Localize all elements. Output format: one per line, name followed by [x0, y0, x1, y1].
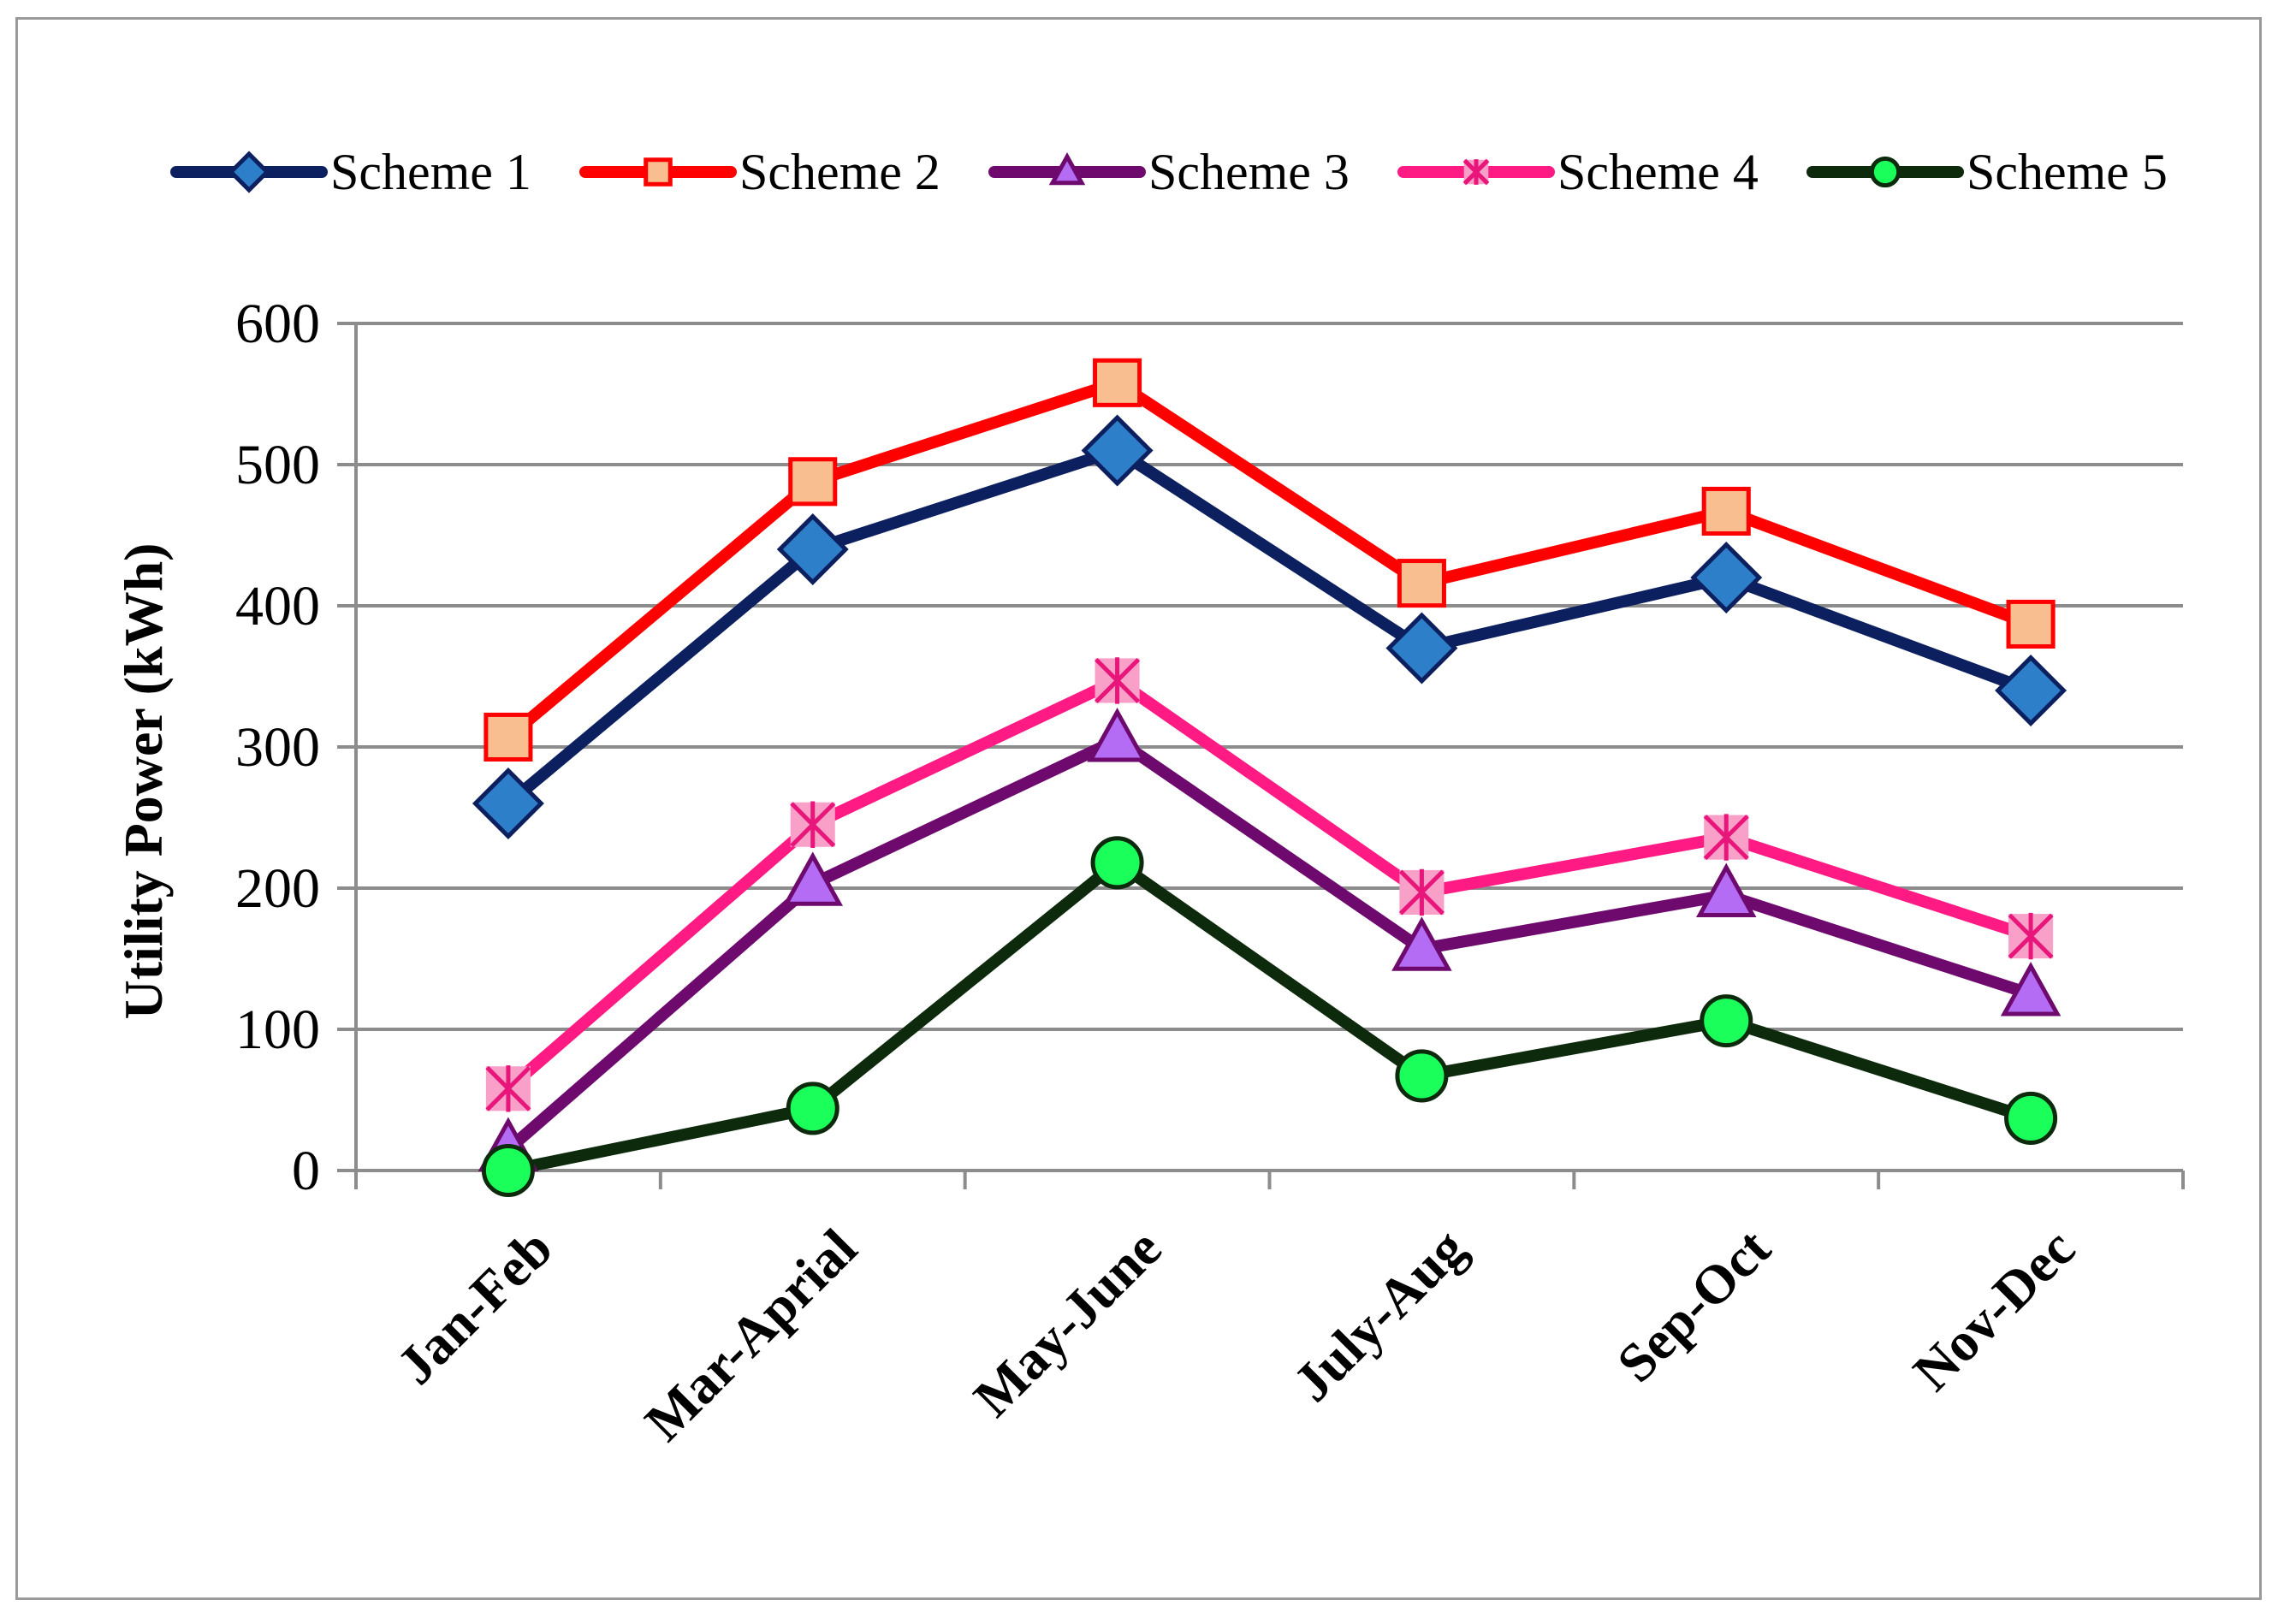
legend-label: Scheme 1 [330, 144, 531, 200]
data-point-scheme-5 [1700, 994, 1753, 1048]
marker-cross [2008, 912, 2054, 960]
legend-label: Scheme 5 [1967, 144, 2168, 200]
marker-cross [1703, 814, 1749, 861]
x-tick-label: Sep-Oct [1605, 1217, 1783, 1394]
data-point-scheme-3 [1087, 708, 1148, 762]
series-line-3 [501, 733, 2038, 1156]
data-point-scheme-2 [2006, 599, 2056, 649]
data-point-scheme-1 [776, 513, 849, 585]
data-point-scheme-5 [786, 1082, 839, 1135]
legend: Scheme 1 Scheme 2 Scheme 3 Scheme 4 Scheme 5 [170, 144, 2168, 200]
x-tick-label: July-Aug [1282, 1218, 1478, 1414]
legend-marker [1462, 158, 1490, 186]
legend-marker [228, 151, 270, 193]
legend-marker [1869, 156, 1901, 188]
legend-entry-2: Scheme 2 [579, 144, 940, 200]
y-tick-label: 100 [235, 999, 320, 1061]
x-tick-label: Nov-Dec [1901, 1218, 2086, 1402]
marker-cross [790, 801, 836, 848]
y-axis-title: Utility Power (kWh) [113, 543, 174, 1020]
y-tick-label: 0 [292, 1140, 320, 1202]
marker-cross [1462, 158, 1490, 186]
legend-entry-5: Scheme 5 [1806, 144, 2168, 200]
series-line-2 [501, 376, 2038, 744]
data-point-scheme-4 [2008, 912, 2054, 960]
marker-cross [1095, 657, 1141, 704]
line-chart: 0 100 200 300 400 500 600 Jan-Feb Mar-Aprial May… [113, 144, 2185, 1452]
chart-frame: 0 100 200 300 400 500 600 Jan-Feb Mar-Aprial May… [15, 17, 2262, 1600]
y-tick-label: 500 [235, 434, 320, 496]
data-point-scheme-4 [1095, 657, 1141, 704]
data-point-scheme-5 [481, 1143, 535, 1198]
y-tick-label: 400 [235, 575, 320, 637]
legend-label: Scheme 2 [739, 144, 940, 200]
legend-label: Scheme 3 [1148, 144, 1350, 200]
marker-cross [485, 1065, 531, 1112]
data-point-scheme-2 [1701, 486, 1751, 536]
legend-entry-1: Scheme 1 [170, 144, 531, 200]
data-point-scheme-4 [790, 801, 836, 848]
data-point-scheme-5 [1395, 1049, 1449, 1103]
marker-cross [1398, 868, 1445, 916]
series-line-4 [501, 674, 2038, 1095]
legend-entry-4: Scheme 4 [1397, 144, 1759, 200]
x-tick-label: May-June [962, 1218, 1172, 1428]
series-lines [501, 376, 2038, 1177]
data-point-scheme-1 [1690, 542, 1763, 613]
legend-marker [1048, 152, 1086, 186]
legend-entry-3: Scheme 3 [988, 144, 1350, 200]
data-point-scheme-3 [1391, 916, 1452, 971]
data-point-scheme-2 [1397, 559, 1446, 608]
series-line-5 [501, 856, 2038, 1177]
data-point-scheme-5 [2004, 1091, 2058, 1145]
y-tick-label: 600 [235, 293, 320, 355]
legend-marker [644, 157, 673, 187]
x-tick-label: Mar-Aprial [633, 1218, 869, 1453]
data-point-scheme-3 [2000, 962, 2062, 1016]
data-point-scheme-1 [472, 768, 544, 839]
data-point-scheme-4 [1703, 814, 1749, 861]
data-point-scheme-1 [1995, 655, 2067, 726]
gridlines [356, 322, 2183, 1031]
data-point-scheme-1 [1081, 414, 1154, 487]
series-markers [472, 358, 2067, 1198]
x-tick-label: Jan-Feb [385, 1218, 564, 1396]
x-tick-labels: Jan-Feb Mar-Aprial May-June July-Aug Sep-Oct… [385, 1217, 2086, 1452]
data-point-scheme-2 [1093, 358, 1142, 407]
data-point-scheme-2 [483, 712, 533, 762]
data-point-scheme-4 [485, 1065, 531, 1112]
axes [337, 322, 2185, 1189]
series-line-1 [501, 444, 2038, 809]
data-point-scheme-2 [788, 457, 838, 507]
data-point-scheme-1 [1385, 612, 1458, 685]
data-point-scheme-4 [1398, 868, 1445, 916]
y-tick-labels: 0 100 200 300 400 500 600 [235, 293, 320, 1202]
legend-label: Scheme 4 [1557, 144, 1759, 200]
data-point-scheme-3 [782, 851, 843, 906]
y-tick-label: 300 [235, 716, 320, 779]
data-point-scheme-5 [1090, 836, 1144, 890]
data-point-scheme-3 [1696, 862, 1757, 917]
y-tick-label: 200 [235, 857, 320, 920]
